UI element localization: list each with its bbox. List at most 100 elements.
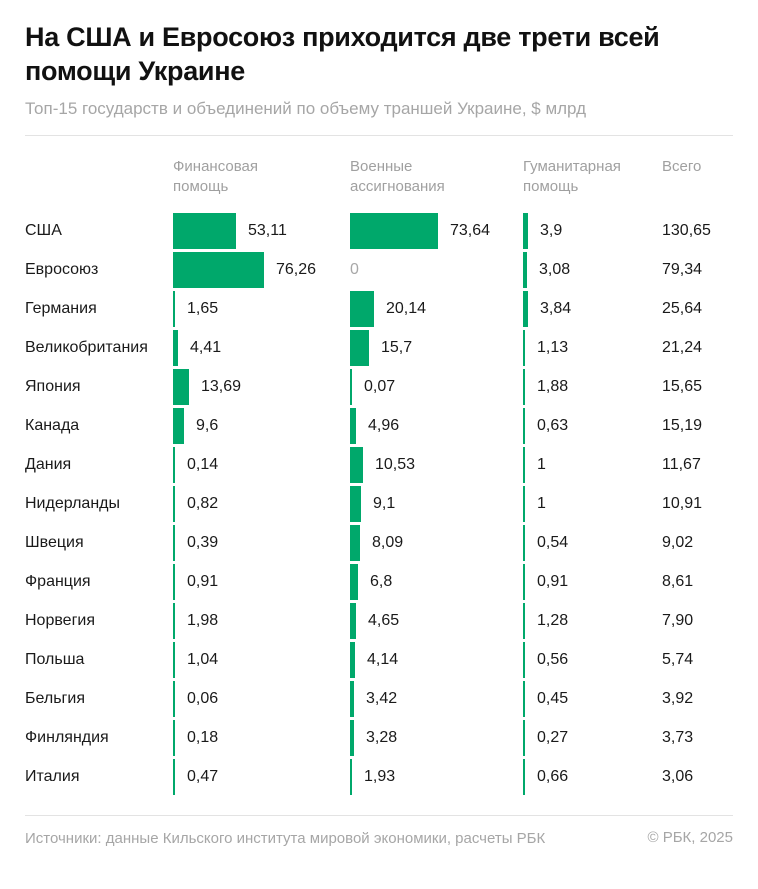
- country-label: Швеция: [25, 534, 84, 551]
- military-value: 0,07: [364, 378, 396, 395]
- humanitarian-bar: [523, 330, 525, 366]
- country-label: Германия: [25, 300, 97, 317]
- humanitarian-value: 1: [537, 456, 546, 473]
- humanitarian-bar: [523, 681, 525, 717]
- financial-value: 0,18: [187, 729, 219, 746]
- financial-value: 0,06: [187, 690, 219, 707]
- total-value: 3,73: [662, 729, 694, 746]
- country-label: Япония: [25, 378, 81, 395]
- table-row: Германия 1,65 20,14 3,84 25,64: [0, 290, 758, 329]
- humanitarian-bar: [523, 369, 525, 405]
- military-bar: [350, 213, 438, 249]
- table-row: Италия 0,47 1,93 0,66 3,06: [0, 758, 758, 797]
- humanitarian-bar: [523, 486, 525, 522]
- military-value: 4,65: [368, 612, 400, 629]
- country-label: Франция: [25, 573, 91, 590]
- country-label: Канада: [25, 417, 80, 434]
- military-bar: [350, 291, 374, 327]
- total-value: 9,02: [662, 534, 694, 551]
- source-note: Источники: данные Кильского института ми…: [25, 830, 546, 847]
- financial-bar: [173, 213, 236, 249]
- financial-value: 0,82: [187, 495, 219, 512]
- humanitarian-value: 0,66: [537, 768, 569, 785]
- military-value: 10,53: [375, 456, 416, 473]
- military-bar: [350, 486, 361, 522]
- financial-value: 1,65: [187, 300, 219, 317]
- total-value: 25,64: [662, 300, 703, 317]
- table-row: Евросоюз 76,26 0 3,08 79,34: [0, 251, 758, 290]
- table-row: Финляндия 0,18 3,28 0,27 3,73: [0, 719, 758, 758]
- total-value: 3,06: [662, 768, 694, 785]
- military-value: 15,7: [381, 339, 413, 356]
- humanitarian-value: 3,84: [540, 300, 572, 317]
- humanitarian-bar: [523, 564, 525, 600]
- humanitarian-value: 0,91: [537, 573, 569, 590]
- financial-value: 0,14: [187, 456, 219, 473]
- table-row: Нидерланды 0,82 9,1 1 10,91: [0, 485, 758, 524]
- financial-bar: [173, 447, 175, 483]
- table-row: Япония 13,69 0,07 1,88 15,65: [0, 368, 758, 407]
- column-header-humanitarian: Гуманитарная помощь: [523, 158, 621, 195]
- humanitarian-bar: [523, 408, 525, 444]
- copyright: © РБК, 2025: [647, 829, 733, 846]
- military-value: 9,1: [373, 495, 396, 512]
- humanitarian-value: 0,54: [537, 534, 569, 551]
- military-value: 4,96: [368, 417, 400, 434]
- financial-bar: [173, 681, 175, 717]
- humanitarian-value: 1,88: [537, 378, 569, 395]
- humanitarian-bar: [523, 447, 525, 483]
- total-value: 7,90: [662, 612, 694, 629]
- financial-value: 1,98: [187, 612, 219, 629]
- humanitarian-value: 0,27: [537, 729, 569, 746]
- financial-bar: [173, 525, 175, 561]
- financial-bar: [173, 603, 175, 639]
- country-label: Великобритания: [25, 339, 148, 356]
- table-row: Великобритания 4,41 15,7 1,13 21,24: [0, 329, 758, 368]
- country-label: США: [25, 222, 62, 239]
- country-label: Дания: [25, 456, 72, 473]
- financial-value: 4,41: [190, 339, 222, 356]
- humanitarian-bar: [523, 759, 525, 795]
- table-row: Польша 1,04 4,14 0,56 5,74: [0, 641, 758, 680]
- total-value: 79,34: [662, 261, 703, 278]
- financial-bar: [173, 252, 264, 288]
- financial-bar: [173, 486, 175, 522]
- column-header-total: Всего: [662, 158, 702, 175]
- humanitarian-value: 0,63: [537, 417, 569, 434]
- financial-value: 76,26: [276, 261, 317, 278]
- chart-title: На США и Евросоюз приходится две трети в…: [25, 22, 660, 86]
- table-row: Франция 0,91 6,8 0,91 8,61: [0, 563, 758, 602]
- financial-value: 0,39: [187, 534, 219, 551]
- table-row: Дания 0,14 10,53 1 11,67: [0, 446, 758, 485]
- military-value: 6,8: [370, 573, 393, 590]
- military-bar: [350, 408, 356, 444]
- financial-value: 1,04: [187, 651, 219, 668]
- military-bar: [350, 642, 355, 678]
- top-divider: [25, 135, 733, 136]
- table-row: Норвегия 1,98 4,65 1,28 7,90: [0, 602, 758, 641]
- chart-subtitle: Топ-15 государств и объединений по объем…: [25, 99, 587, 118]
- total-value: 15,19: [662, 417, 703, 434]
- military-bar: [350, 369, 352, 405]
- table-row: США 53,11 73,64 3,9 130,65: [0, 212, 758, 251]
- military-value: 8,09: [372, 534, 404, 551]
- military-value: 73,64: [450, 222, 491, 239]
- country-label: Нидерланды: [25, 495, 120, 512]
- humanitarian-value: 1,28: [537, 612, 569, 629]
- column-header-financial: Финансовая помощь: [173, 158, 258, 195]
- financial-bar: [173, 408, 184, 444]
- humanitarian-bar: [523, 252, 527, 288]
- column-header-military: Военные ассигнования: [350, 158, 445, 195]
- total-value: 130,65: [662, 222, 711, 239]
- humanitarian-bar: [523, 525, 525, 561]
- military-bar: [350, 525, 360, 561]
- financial-bar: [173, 642, 175, 678]
- military-bar: [350, 564, 358, 600]
- country-label: Италия: [25, 768, 80, 785]
- total-value: 15,65: [662, 378, 703, 395]
- humanitarian-value: 3,08: [539, 261, 571, 278]
- humanitarian-bar: [523, 603, 525, 639]
- country-label: Польша: [25, 651, 85, 668]
- country-label: Финляндия: [25, 729, 109, 746]
- military-bar: [350, 720, 354, 756]
